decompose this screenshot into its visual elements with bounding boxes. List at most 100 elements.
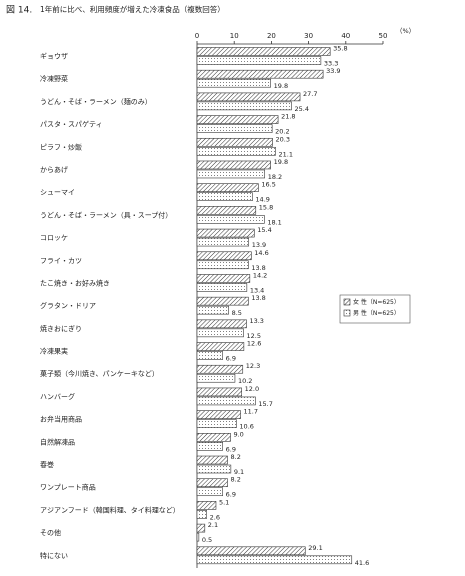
bar [196,47,331,56]
bar [196,464,232,474]
value-label: 8.2 [231,476,241,484]
value-label: 33.3 [324,60,338,68]
bar [196,183,259,192]
x-tick-label: 30 [304,32,313,40]
bar [196,124,273,133]
value-label: 15.4 [257,226,271,234]
bar [196,305,229,315]
chart-title: 1年前に比べ、利用頻度が増えた冷凍食品（複数回答） [40,4,225,14]
bar [196,501,217,510]
legend-label: 女 性（N=625） [353,298,400,306]
category-label: その他 [40,528,61,537]
category-label: 自然解凍品 [40,437,75,446]
bar [196,419,237,428]
bar [196,192,253,201]
bar [196,387,242,397]
x-tick-label: 20 [267,32,276,40]
value-label: 12.0 [245,385,259,393]
value-label: 13.3 [249,317,263,325]
category-label: 菓子類（今川焼き、パンケーキなど） [40,369,159,378]
category-label: アジアンフード（韓国料理、タイ料理など） [40,505,180,514]
bar [196,487,223,497]
value-label: 6.9 [226,491,236,499]
value-label: 10.6 [239,423,253,431]
category-label: シューマイ [40,189,75,197]
bar [196,215,265,224]
value-label: 8.5 [232,309,242,317]
value-label: 14.6 [254,249,268,257]
legend-swatch [343,309,351,317]
value-label: 12.3 [246,362,260,370]
value-label: 21.1 [278,150,292,158]
category-label: たこ焼き・お好み焼き [40,278,110,287]
category-label: グラタン・ドリア [40,301,96,310]
category-label: うどん・そば・ラーメン（麺のみ） [40,97,152,106]
bar [196,455,228,465]
value-label: 41.6 [355,559,369,567]
bar [196,396,256,406]
bar [196,328,244,338]
value-label: 19.8 [274,158,288,166]
bar [196,160,271,170]
x-tick-label: 0 [195,32,199,40]
value-label: 14.2 [253,271,267,279]
bar [196,237,250,247]
value-label: 18.2 [268,173,282,181]
category-label: ピラフ・炒飯 [40,142,82,151]
value-label: 9.1 [234,468,244,476]
bar [196,283,248,292]
value-label: 25.4 [294,105,308,113]
bar [196,206,257,215]
value-label: 20.2 [275,128,289,136]
value-label: 35.8 [333,45,347,53]
category-label: フライ・カツ [40,257,82,265]
value-label: 33.9 [326,67,340,75]
value-label: 10.2 [238,377,252,385]
value-label: 11.7 [244,408,258,416]
bar [196,442,223,451]
value-label: 2.1 [208,521,218,529]
bar [196,274,251,283]
bar [196,351,223,360]
bar [196,56,322,65]
value-label: 19.8 [274,82,288,90]
value-label: 16.5 [261,181,275,189]
category-label: ハンバーグ [40,392,75,401]
value-label: 15.7 [258,400,272,408]
value-label: 21.8 [281,113,295,121]
category-label: うどん・そば・ラーメン（具・スープ付） [40,210,172,219]
category-label: ワンプレート商品 [40,483,96,492]
value-label: 6.9 [226,445,236,453]
value-label: 8.2 [231,453,241,461]
bar [196,410,241,419]
category-label: パスタ・スパゲティ [40,120,103,129]
value-label: 13.9 [252,241,266,249]
bar [196,169,266,179]
value-label: 9.0 [233,430,243,438]
value-label: 15.8 [259,203,273,211]
bar [196,296,249,306]
value-label: 12.5 [247,332,261,340]
category-label: 冷凍野菜 [40,74,68,83]
bar [196,523,206,533]
bar [196,510,207,519]
category-label: 特にない [40,551,68,560]
value-label: 18.1 [267,218,281,226]
bar [196,478,228,488]
bar [196,101,292,111]
value-label: 13.8 [251,264,265,272]
x-tick-label: 10 [230,32,239,40]
bar [196,92,301,102]
value-label: 13.4 [250,286,264,294]
value-label: 5.1 [219,498,229,506]
figure-label: 図 14. [6,5,32,16]
legend-label: 男 性（N=625） [353,309,400,317]
bar [196,137,273,147]
legend-box [339,294,411,324]
bar [196,555,353,565]
bar [196,373,236,383]
bar [196,228,255,238]
bar [196,433,231,442]
category-label: 春巻 [40,460,54,469]
